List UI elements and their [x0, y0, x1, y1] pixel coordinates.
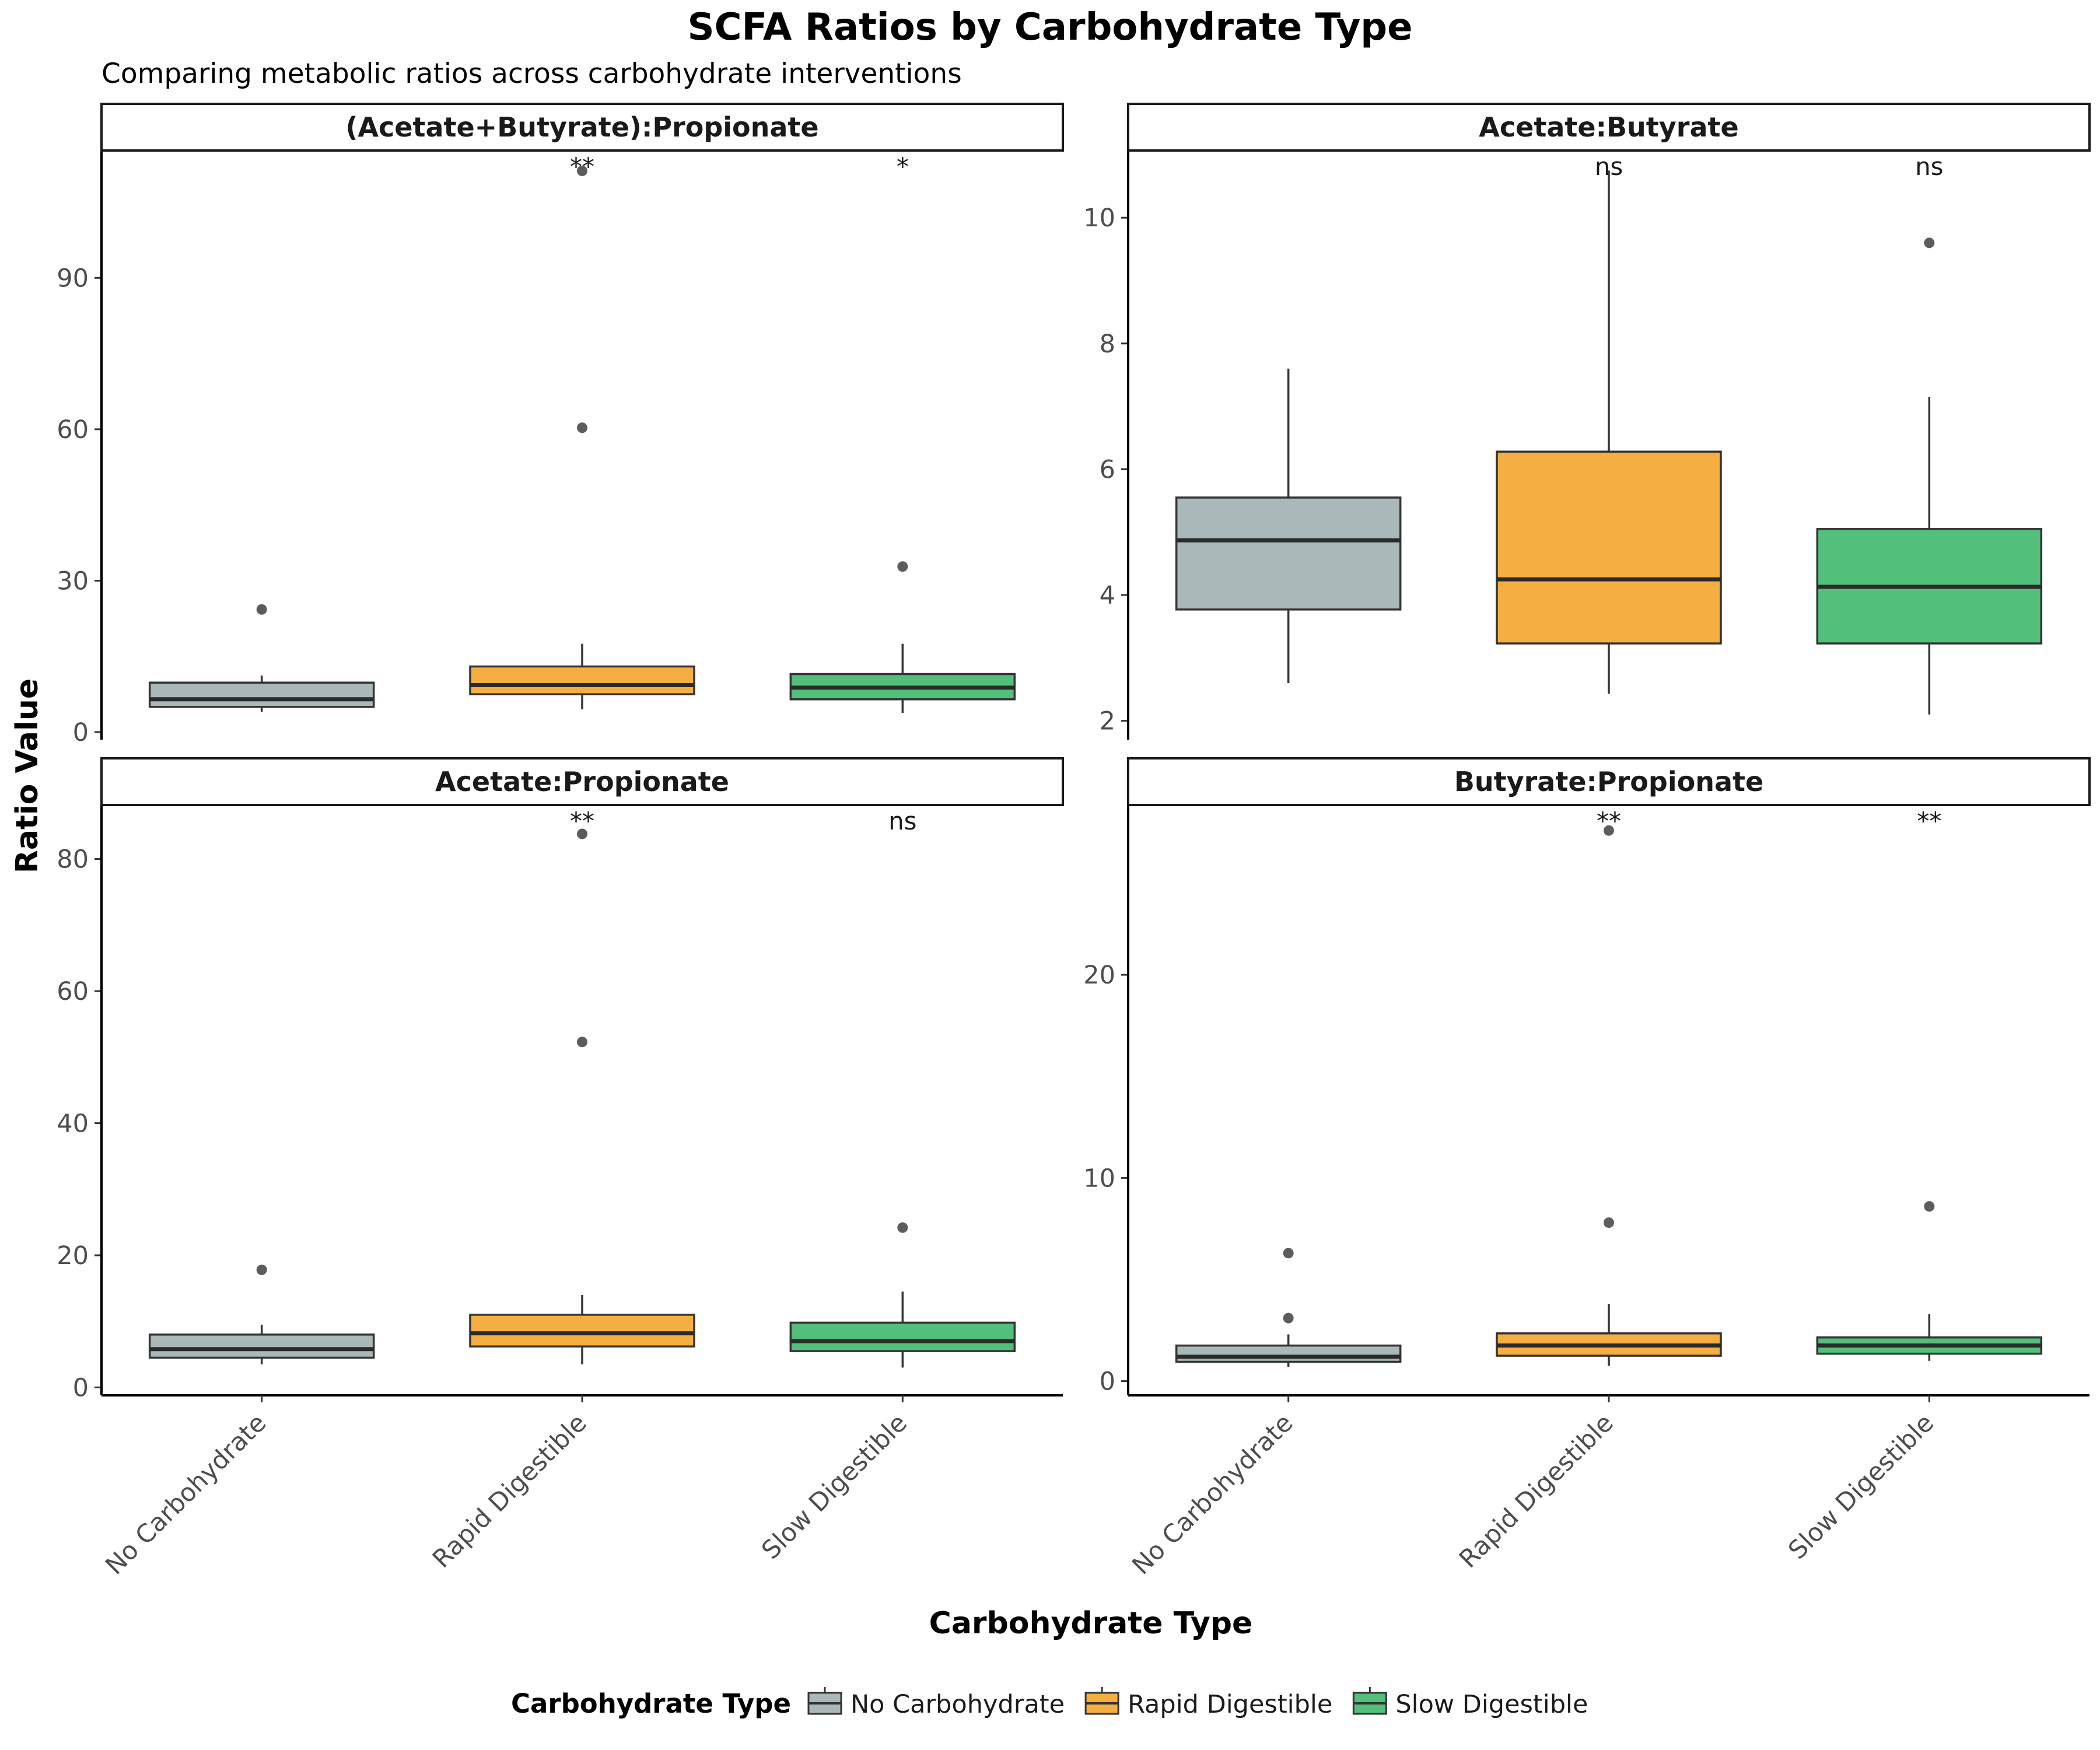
box-iqr: [789, 1321, 1016, 1352]
box-no-carbohydrate: [148, 604, 375, 712]
box-slow-digestible: [1816, 237, 2043, 715]
box-iqr: [148, 681, 375, 708]
panel-acetate-propionate: Acetate:Propionate 0 20 40 60 80 ** ns No Carboh…: [57, 757, 1064, 1580]
y-tick-label: 20: [57, 1241, 89, 1270]
y-tick-label: 10: [1083, 204, 1115, 233]
box-rapid-digestible: [1496, 170, 1722, 694]
y-tick-label: 4: [1100, 581, 1115, 610]
chart-title: SCFA Ratios by Carbohydrate Type: [687, 6, 1412, 49]
outlier-point: [897, 1222, 908, 1233]
legend-entry-rapid-digestible: Rapid Digestible: [1084, 1687, 1332, 1719]
box-iqr: [1175, 496, 1402, 611]
facet-strip-label: Acetate:Butyrate: [1479, 111, 1738, 143]
outlier-point: [256, 604, 267, 615]
outlier-point: [1604, 1217, 1614, 1228]
significance-label: *: [897, 152, 909, 181]
box-rapid-digestible: [469, 828, 695, 1364]
y-tick-label: 8: [1100, 330, 1115, 359]
panel-butyrate-propionate: Butyrate:Propionate 0 10 20 ** ** No Carbohydr…: [1083, 757, 2091, 1580]
outlier-point: [1604, 825, 1614, 836]
facet-strip: [100, 103, 1064, 152]
x-tick-label: Slow Digestible: [756, 1408, 913, 1565]
box-rapid-digestible: [469, 165, 695, 710]
y-tick-label: 20: [1083, 961, 1115, 990]
x-tick-label: Slow Digestible: [1783, 1408, 1940, 1565]
y-tick-label: 90: [57, 264, 89, 293]
box-slow-digestible: [789, 561, 1016, 713]
box-no-carbohydrate: [1175, 1248, 1402, 1367]
significance-label: ns: [888, 807, 917, 835]
y-tick-label: 60: [57, 415, 89, 444]
facet-strip: [1127, 757, 2091, 806]
y-tick-label: 2: [1100, 707, 1115, 736]
legend-label: Rapid Digestible: [1128, 1690, 1332, 1719]
box-slow-digestible: [1816, 1201, 2043, 1361]
box-iqr: [469, 665, 695, 695]
outlier-point: [1283, 1248, 1294, 1259]
legend-entry-no-carbohydrate: No Carbohydrate: [807, 1687, 1065, 1719]
significance-label: ns: [1595, 152, 1623, 181]
y-tick-label: 10: [1083, 1164, 1115, 1193]
y-tick-label: 0: [73, 1373, 89, 1402]
significance-label: **: [1597, 807, 1621, 835]
y-tick-label: 30: [57, 566, 89, 596]
outlier-point: [577, 1037, 587, 1048]
y-tick-label: 0: [1100, 1367, 1115, 1396]
box-slow-digestible: [789, 1222, 1016, 1368]
legend: Carbohydrate Type No Carbohydrate Rapid D…: [511, 1687, 1588, 1719]
x-tick-label: No Carbohydrate: [1126, 1408, 1298, 1580]
legend-title: Carbohydrate Type: [511, 1688, 791, 1719]
box-iqr: [1175, 1344, 1402, 1363]
outlier-point: [577, 828, 587, 839]
box-no-carbohydrate: [148, 1264, 375, 1364]
outlier-point: [897, 561, 908, 572]
panel-acetate-butyrate: Acetate:Butyrate 2 4 6 8 10 ns ns: [1083, 103, 2091, 740]
outlier-point: [1924, 237, 1935, 249]
significance-label: ns: [1915, 152, 1944, 181]
legend-label: No Carbohydrate: [850, 1690, 1065, 1719]
outlier-point: [1924, 1201, 1935, 1212]
box-iqr: [469, 1314, 695, 1348]
y-tick-label: 80: [57, 845, 89, 874]
y-tick-label: 60: [57, 977, 89, 1006]
y-axis-title: Ratio Value: [10, 678, 45, 873]
box-iqr: [1496, 450, 1722, 645]
legend-entry-slow-digestible: Slow Digestible: [1352, 1687, 1588, 1719]
chart-subtitle: Comparing metabolic ratios across carboh…: [102, 58, 962, 90]
box-iqr: [148, 1334, 375, 1359]
x-tick-label: Rapid Digestible: [1454, 1408, 1619, 1574]
significance-label: **: [570, 152, 594, 181]
facet-strip: [1127, 103, 2091, 152]
outlier-point: [577, 422, 587, 433]
outlier-point: [256, 1264, 267, 1275]
significance-label: **: [570, 807, 594, 835]
significance-label: **: [1917, 807, 1941, 835]
y-tick-label: 6: [1100, 455, 1115, 484]
box-rapid-digestible: [1496, 825, 1722, 1366]
box-no-carbohydrate: [1175, 368, 1402, 683]
y-tick-label: 0: [73, 718, 89, 747]
facet-strip-label: Butyrate:Propionate: [1454, 766, 1763, 797]
facet-strip: [100, 757, 1064, 806]
outlier-point: [1283, 1312, 1294, 1324]
x-axis-title: Carbohydrate Type: [929, 1606, 1253, 1641]
legend-label: Slow Digestible: [1395, 1690, 1588, 1719]
x-tick-label: No Carbohydrate: [100, 1408, 272, 1580]
facet-strip-label: Acetate:Propionate: [435, 766, 729, 797]
y-tick-label: 40: [57, 1109, 89, 1138]
x-tick-label: Rapid Digestible: [427, 1408, 593, 1574]
facet-strip-label: (Acetate+Butyrate):Propionate: [345, 111, 818, 143]
outlier-point: [577, 165, 587, 176]
